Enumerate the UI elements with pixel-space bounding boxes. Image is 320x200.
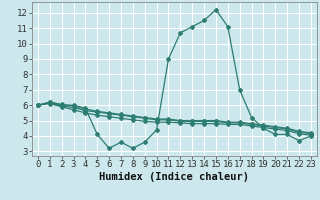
X-axis label: Humidex (Indice chaleur): Humidex (Indice chaleur)	[100, 172, 249, 182]
